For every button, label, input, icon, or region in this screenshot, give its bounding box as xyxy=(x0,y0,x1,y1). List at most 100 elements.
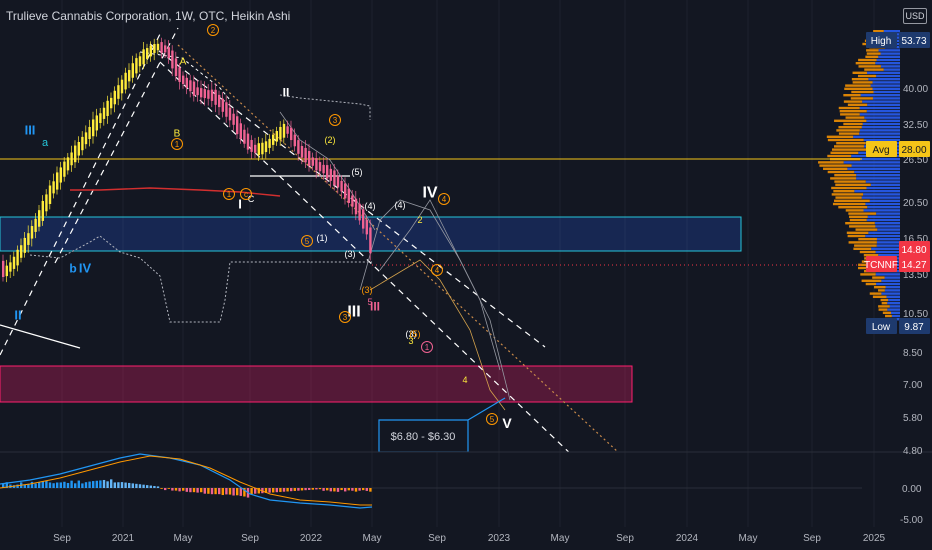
volume-bar-buy xyxy=(875,225,900,228)
volume-bar-sell xyxy=(869,292,882,295)
volume-bar-sell xyxy=(851,78,869,81)
volume-bar-buy xyxy=(859,113,900,116)
oscillator-bar xyxy=(66,482,70,488)
volume-bar-sell xyxy=(818,161,844,164)
y-tick-label: 5.80 xyxy=(903,413,923,424)
candle xyxy=(81,136,84,151)
candle xyxy=(333,170,336,186)
volume-bar-buy xyxy=(867,103,900,106)
wave-label-text: (5) xyxy=(352,167,363,177)
y-tick-label: 8.50 xyxy=(903,348,923,359)
candle xyxy=(12,256,16,269)
volume-bar-sell xyxy=(849,215,868,218)
volume-bar-buy xyxy=(866,110,900,113)
candle xyxy=(138,56,142,67)
oscillator-bar xyxy=(272,488,275,493)
volume-bar-buy xyxy=(886,295,900,298)
candle xyxy=(131,63,134,78)
wave-label-text: 1 xyxy=(175,140,180,149)
candle xyxy=(200,88,203,98)
volume-bar-buy xyxy=(884,289,900,292)
candle xyxy=(23,237,26,253)
time-axis[interactable]: Sep 2021 May Sep 2022 May Sep 2023 May Sep 2024 May… xyxy=(53,533,885,544)
volume-bar-sell xyxy=(866,52,881,55)
volume-bar-sell xyxy=(836,142,866,145)
candle xyxy=(34,218,37,232)
volume-bar-sell xyxy=(845,222,875,225)
oscillator-bar xyxy=(23,484,26,488)
price-scale[interactable]: 40.00 32.50 26.50 20.50 16.50 13.50 10.50 8.50 7… xyxy=(903,84,928,457)
volume-bar-sell xyxy=(823,167,848,170)
volume-bar-buy xyxy=(854,170,900,174)
volume-bar-buy xyxy=(878,254,900,257)
y-tick-label: 7.00 xyxy=(903,380,923,391)
price-label: TCNNF 14.27 xyxy=(864,256,930,272)
price-label-value: 14.27 xyxy=(901,260,926,271)
candle xyxy=(30,226,34,239)
wave-label-text: 5 xyxy=(367,297,372,307)
volume-bar-buy xyxy=(877,228,900,231)
wave-label-text: III xyxy=(347,304,360,321)
wave-label-text: A xyxy=(180,57,187,68)
wave-label: II xyxy=(283,85,290,99)
volume-bar-buy xyxy=(880,65,900,68)
volume-bar-buy xyxy=(876,212,900,215)
wave-label-text: 5 xyxy=(305,237,310,246)
price-label: High 53.73 xyxy=(866,32,930,48)
candle xyxy=(52,181,55,194)
oscillator-bar xyxy=(59,482,62,488)
volume-bar-buy xyxy=(872,81,900,84)
wave-label-text: IV xyxy=(79,261,92,276)
oscillator-bar xyxy=(171,488,174,491)
osc-tick: 0.00 xyxy=(902,484,922,495)
oscillator-bar xyxy=(56,482,59,488)
oscillator-bar xyxy=(293,488,296,491)
candle xyxy=(282,123,286,138)
oscillator-bar xyxy=(369,488,372,492)
currency-button[interactable]: USD xyxy=(903,8,927,24)
candle xyxy=(354,198,358,215)
wave-label: III xyxy=(347,304,360,321)
oscillator-bar xyxy=(239,488,242,496)
wave-label: 1 xyxy=(421,341,433,353)
candle xyxy=(167,47,170,59)
wave-label-text: 4 xyxy=(442,195,447,204)
candle xyxy=(74,145,77,163)
candle xyxy=(196,87,199,96)
candle xyxy=(293,134,296,147)
price-label-name: High xyxy=(871,36,892,47)
oscillator-bar xyxy=(232,488,235,496)
volume-bar-sell xyxy=(849,218,867,222)
wave-label: IV xyxy=(79,261,92,276)
volume-bar-sell xyxy=(838,126,862,129)
volume-bar-sell xyxy=(847,234,866,238)
oscillator-bar xyxy=(200,488,203,493)
wave-label: 1 xyxy=(171,138,183,150)
wave-label: (2) xyxy=(325,135,336,145)
candle xyxy=(304,147,307,163)
oscillator-bar xyxy=(70,480,73,488)
candle xyxy=(120,79,124,94)
candle xyxy=(182,75,185,84)
candle xyxy=(369,227,372,254)
volume-bar-buy xyxy=(862,100,900,103)
oscillator-bar xyxy=(300,488,304,491)
price-label: Avg 28.00 xyxy=(866,141,930,157)
volume-bar-buy xyxy=(860,94,900,97)
wave-label-text: 2 xyxy=(211,26,216,35)
volume-bar-sell xyxy=(834,174,857,177)
target-callout-label: $6.80 - $6.30 xyxy=(391,431,456,443)
volume-bar-buy xyxy=(861,196,900,199)
candle xyxy=(279,126,282,140)
candle xyxy=(214,89,217,105)
wave-label: 5 xyxy=(301,235,313,247)
volume-bar-buy xyxy=(889,305,900,308)
volume-bar-sell xyxy=(853,247,872,250)
wave-label: (5) xyxy=(410,329,421,339)
oscillator-bar xyxy=(160,488,163,489)
oscillator-bar xyxy=(221,488,224,496)
oscillator-bar xyxy=(228,488,232,495)
volume-bar-sell xyxy=(858,266,873,270)
